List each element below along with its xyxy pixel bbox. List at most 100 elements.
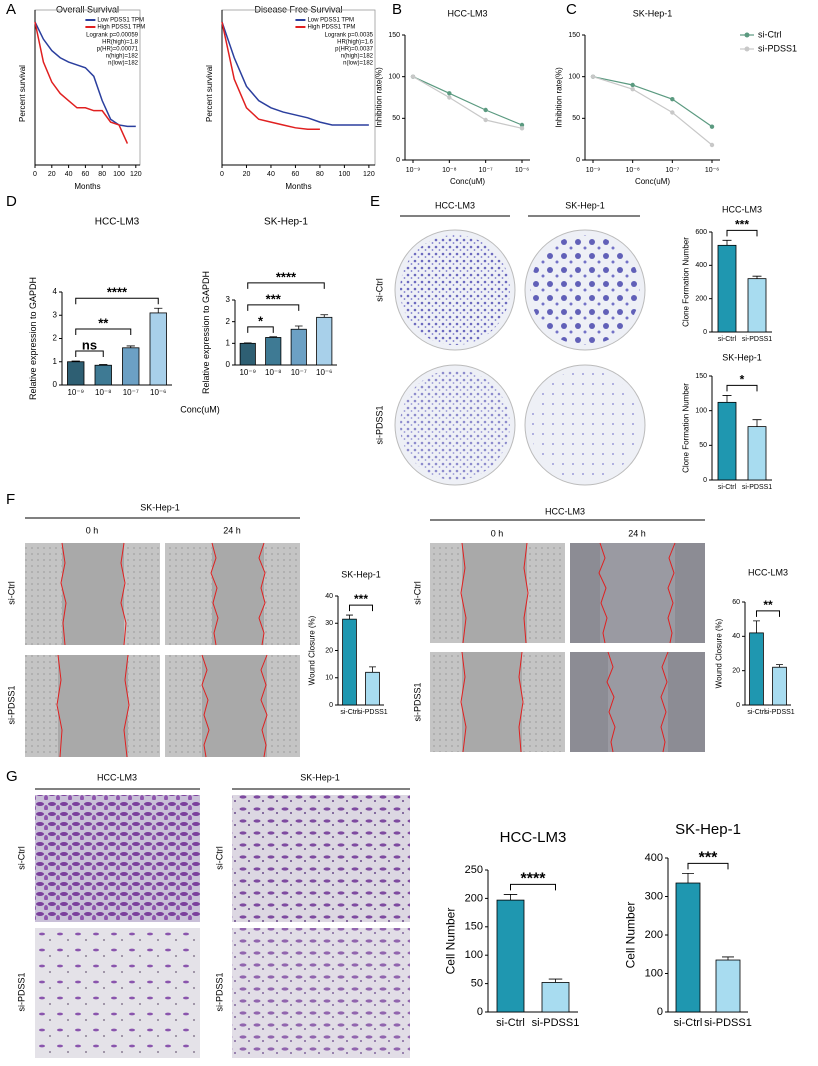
row-label: si-Ctrl — [374, 278, 384, 302]
x-tick-label: si-Ctrl — [718, 484, 737, 491]
point — [670, 96, 675, 102]
error-bar — [99, 364, 108, 366]
error-bar — [752, 419, 762, 427]
x-tick-label: 0 — [220, 171, 224, 178]
x-tick-label: 10⁻⁶ — [515, 167, 529, 174]
y-tick-label: 20 — [732, 668, 740, 675]
bar — [749, 632, 764, 706]
x-tick-label: 10⁻⁶ — [705, 167, 719, 174]
significance-label: *** — [354, 592, 368, 606]
significance-label: * — [258, 313, 264, 328]
bar — [67, 361, 85, 386]
y-tick-label: 50 — [572, 115, 580, 122]
x-tick-label: 10⁻⁶ — [316, 368, 332, 377]
annotation: Logrank p=0.0035 — [324, 33, 373, 39]
error-bar — [682, 873, 694, 884]
x-tick-label: si-Ctrl — [718, 336, 737, 343]
x-tick-label: 20 — [243, 171, 251, 178]
y-axis-label: Wound Closure (%) — [715, 618, 724, 688]
x-tick-label: 120 — [363, 171, 375, 178]
y-tick-label: 100 — [695, 408, 707, 415]
chart-title: HCC-LM3 — [500, 829, 567, 846]
x-tick-label: si-Ctrl — [496, 1017, 525, 1029]
significance-label: ns — [82, 337, 97, 352]
significance-label: *** — [699, 850, 718, 867]
x-tick-label: 10⁻⁸ — [625, 167, 639, 174]
y-tick-label: 250 — [465, 864, 483, 876]
annotation: Logrank p=0.00059 — [86, 33, 139, 39]
bar — [239, 342, 256, 366]
y-tick-label: 300 — [645, 890, 663, 902]
row-label: si-Ctrl — [214, 846, 224, 870]
significance-bracket — [687, 862, 729, 870]
legend-label: si-Ctrl — [758, 29, 782, 39]
y-tick-label: 0 — [736, 702, 740, 709]
error-bar — [346, 614, 353, 620]
significance-bracket — [75, 350, 104, 358]
bar — [265, 337, 282, 366]
significance-label: **** — [276, 269, 297, 284]
x-tick-label: 10⁻⁷ — [479, 167, 493, 174]
x-tick-label: 10⁻⁶ — [150, 388, 166, 397]
annotation: n(low)=182 — [343, 61, 374, 67]
y-tick-label: 30 — [325, 620, 333, 627]
y-axis-label: Relative expression to GAPDH — [28, 277, 38, 400]
x-tick-label: si-PDSS1 — [742, 484, 772, 491]
legend-label: High PDSS1 TPM — [97, 25, 145, 31]
x-tick-label: 10⁻⁷ — [123, 388, 139, 397]
x-tick-label: 80 — [98, 171, 106, 178]
error-bar — [722, 239, 732, 246]
y-axis-label: Inhibition rate(%) — [375, 67, 384, 128]
x-tick-label: 10⁻⁹ — [239, 368, 256, 377]
x-axis-label: Months — [74, 182, 100, 191]
significance-bracket — [349, 604, 373, 612]
transwell-images — [35, 795, 410, 1058]
x-tick-label: 10⁻⁷ — [291, 368, 307, 377]
y-axis-label: Inhibition rate(%) — [555, 67, 564, 128]
significance-bracket — [247, 304, 300, 311]
y-tick-label: 200 — [645, 929, 663, 941]
y-axis-label: Cell Number — [623, 902, 637, 969]
panel-letter: D — [6, 193, 17, 210]
bar — [149, 312, 167, 386]
y-tick-label: 3 — [226, 295, 231, 304]
y-tick-label: 0 — [576, 157, 580, 164]
y-tick-label: 20 — [325, 647, 333, 654]
y-tick-label: 0 — [329, 702, 333, 709]
wound-images — [25, 542, 705, 758]
y-tick-label: 0 — [703, 329, 707, 336]
column-header: 24 h — [223, 525, 241, 535]
row-label: si-Ctrl — [412, 581, 422, 605]
error-bar — [294, 325, 303, 330]
bar — [342, 618, 357, 706]
bar — [496, 899, 525, 1013]
point — [709, 124, 715, 129]
chart-title: SK-Hep-1 — [633, 8, 673, 18]
legend-swatch — [744, 32, 750, 38]
y-tick-label: 50 — [699, 442, 707, 449]
y-axis-label: Clone Formation Number — [682, 237, 691, 327]
bar — [94, 364, 112, 386]
error-bar — [126, 345, 135, 348]
legend-label: si-PDSS1 — [758, 43, 797, 53]
row-label: si-PDSS1 — [412, 682, 422, 721]
x-tick-label: 10⁻⁸ — [95, 388, 112, 397]
panel-letter: A — [6, 1, 16, 18]
point — [670, 110, 675, 115]
panel-letter: G — [6, 768, 18, 785]
y-tick-label: 0 — [53, 380, 58, 389]
annotation: n(high)=182 — [341, 54, 374, 60]
x-tick-label: 10⁻⁷ — [665, 167, 679, 174]
significance-bracket — [75, 328, 132, 336]
column-header: 0 h — [491, 528, 504, 538]
series-line — [221, 21, 369, 126]
significance-bracket — [510, 883, 556, 891]
legend-label: High PDSS1 TPM — [307, 25, 355, 31]
significance-bracket — [756, 610, 780, 617]
bar — [541, 982, 570, 1013]
x-tick-label: 10⁻⁹ — [406, 167, 420, 174]
x-tick-label: si-Ctrl — [340, 709, 359, 716]
chart-title: SK-Hep-1 — [675, 821, 741, 838]
x-tick-label: 80 — [316, 171, 324, 178]
bar — [747, 426, 767, 481]
